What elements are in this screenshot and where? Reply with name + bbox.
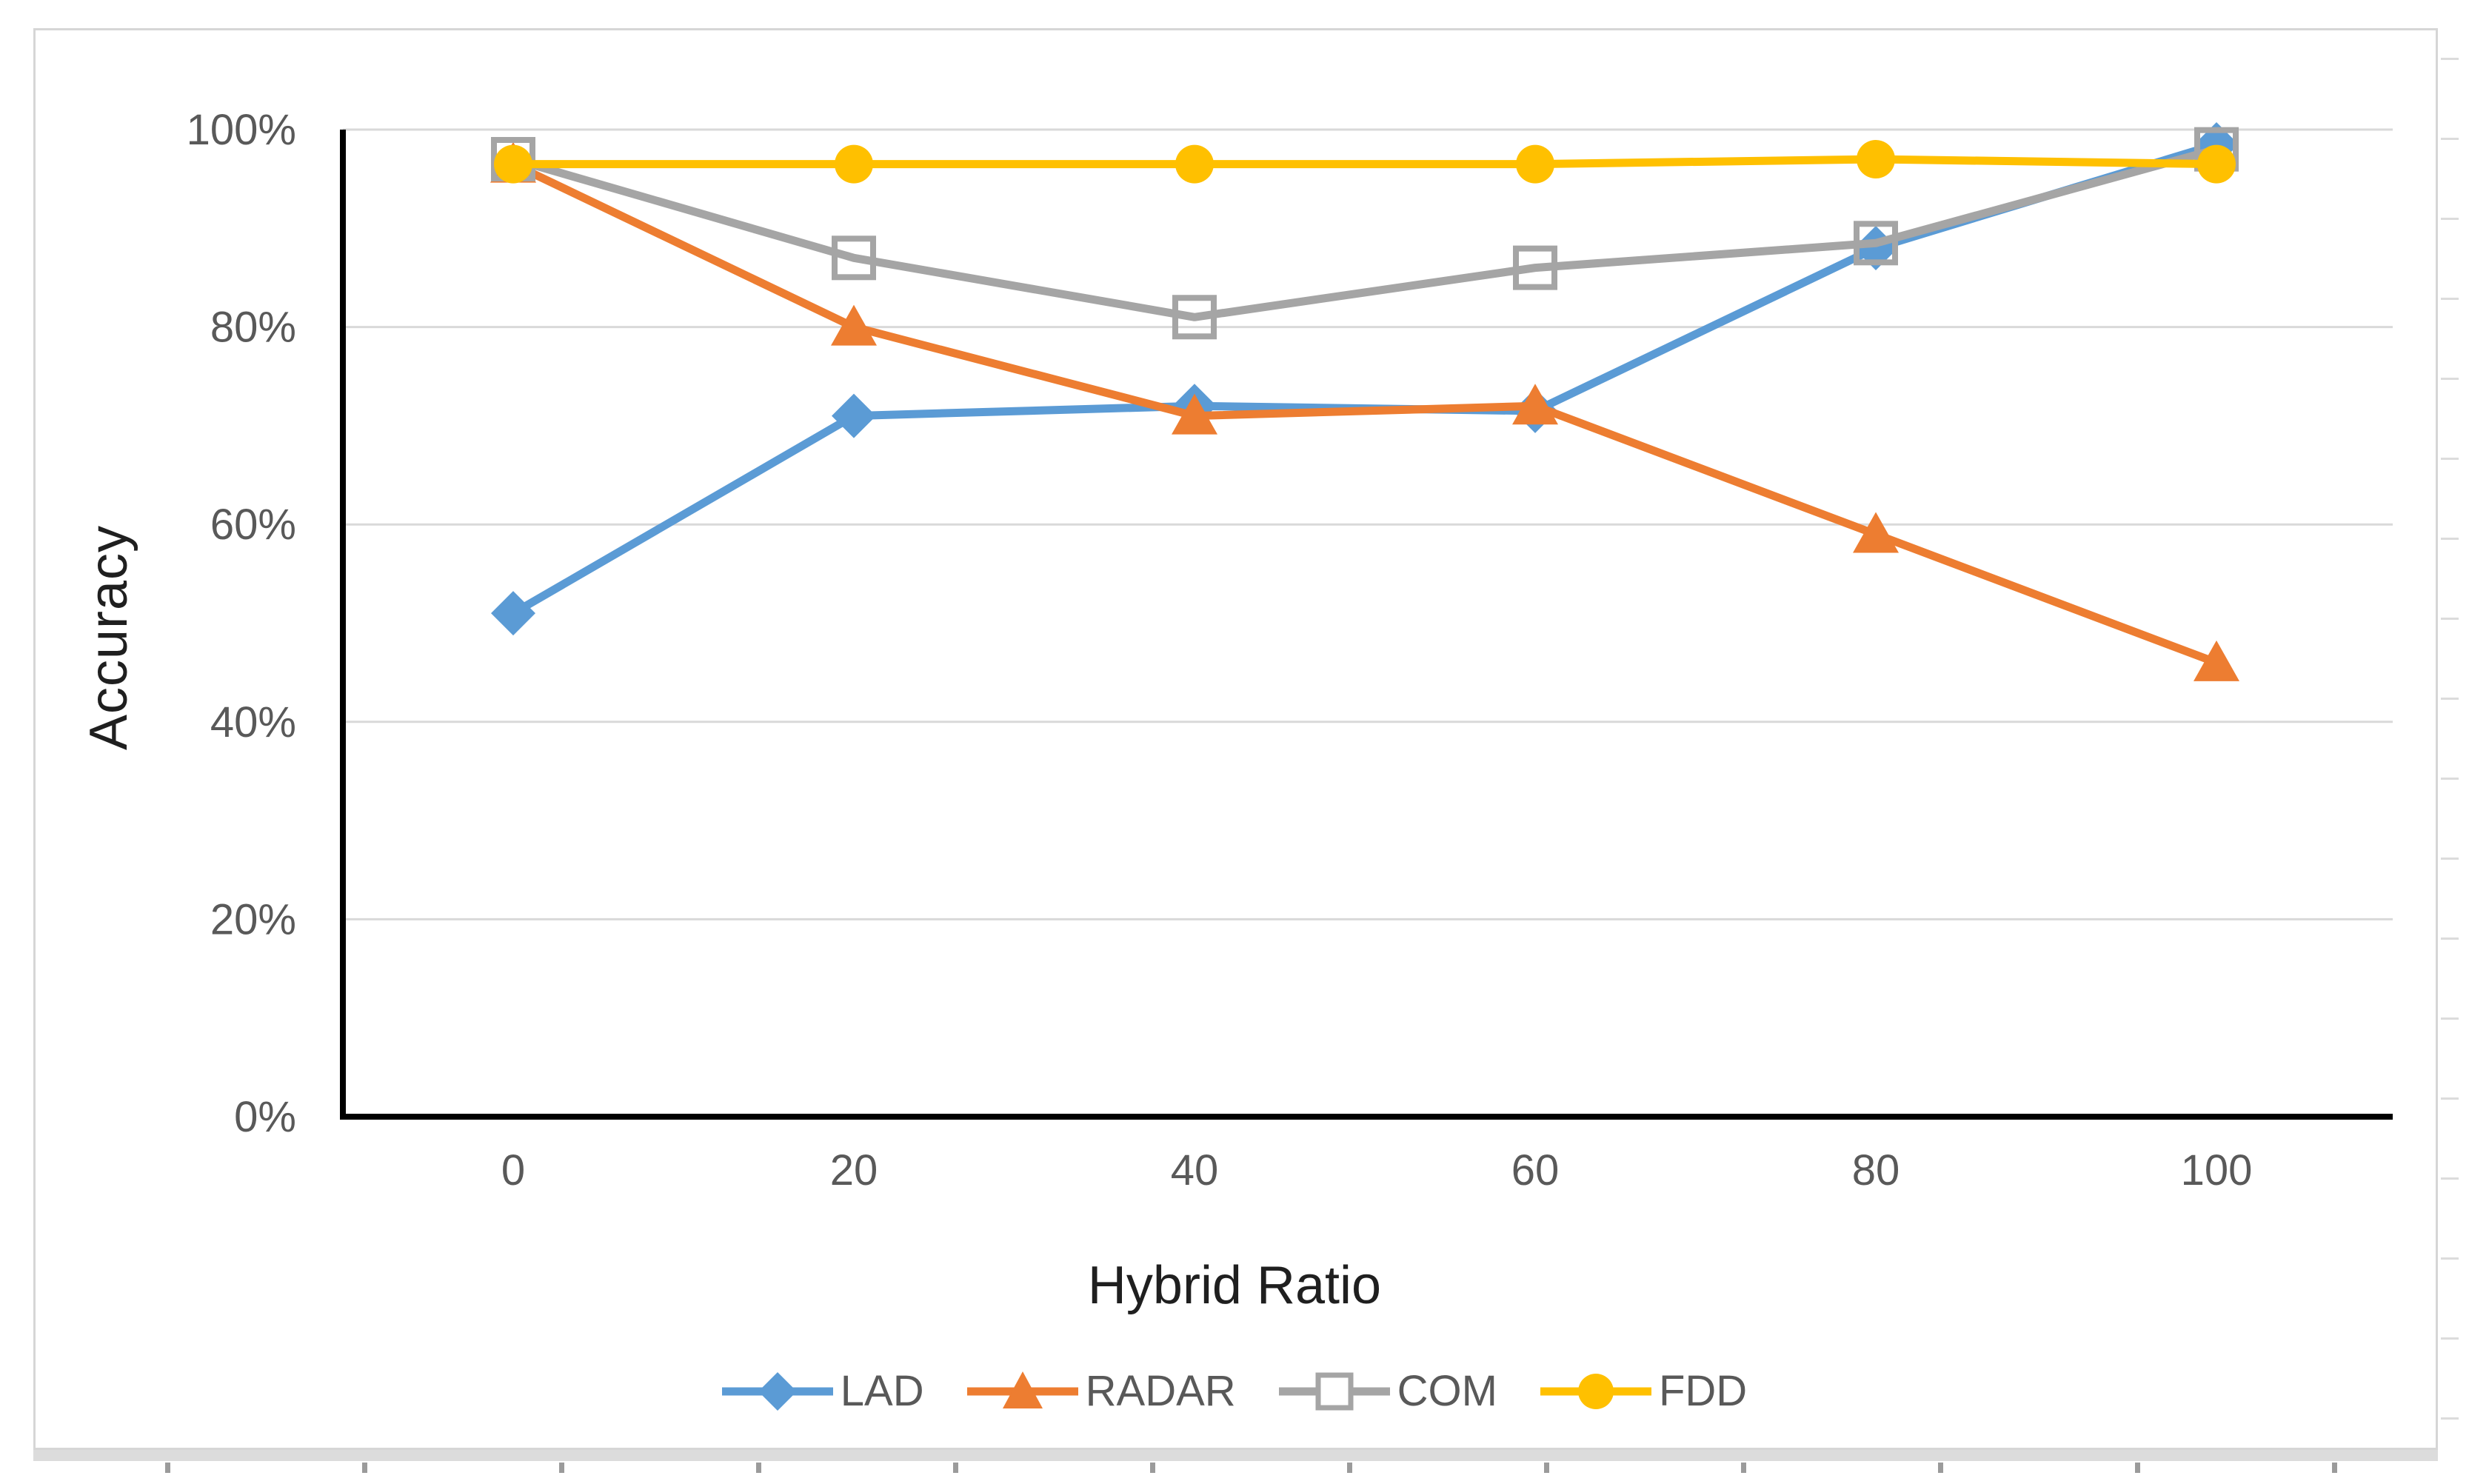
series-lad-marker-diamond — [491, 591, 535, 636]
worksheet-column-tick — [953, 1463, 958, 1473]
legend-swatch-circle-icon — [1540, 1373, 1651, 1409]
worksheet-column-tick — [1741, 1463, 1746, 1473]
series-line-com — [509, 145, 2221, 321]
legend-label-com: COM — [1397, 1367, 1497, 1415]
worksheet-row-line — [2441, 138, 2459, 140]
series-com-marker-square — [1172, 295, 1217, 340]
series-fdd-marker-circle — [2197, 144, 2236, 184]
series-radar-marker-triangle — [1512, 384, 1558, 425]
legend-label-radar: RADAR — [1085, 1367, 1236, 1415]
y-tick-label-100: 100% — [187, 106, 296, 154]
worksheet-row-line — [2441, 1097, 2459, 1100]
worksheet-column-tick — [1938, 1463, 1943, 1473]
worksheet-row-line — [2441, 1257, 2459, 1260]
legend-item-fdd: FDD — [1540, 1366, 1747, 1416]
series-line-fdd — [509, 155, 2221, 169]
worksheet-column-tick — [559, 1463, 564, 1473]
worksheet-column-tick — [2332, 1463, 2337, 1473]
worksheet-row-line — [2441, 218, 2459, 220]
worksheet-edge-strip — [33, 1450, 2438, 1461]
series-radar-marker-triangle — [2194, 640, 2239, 681]
worksheet-row-line — [2441, 618, 2459, 620]
series-fdd-marker-circle — [494, 144, 532, 184]
series-fdd-marker-circle — [1857, 139, 1895, 178]
series-line-lad — [509, 140, 2221, 618]
series-com-marker-square — [1854, 221, 1898, 266]
worksheet-column-tick — [1544, 1463, 1549, 1473]
legend-item-lad: LAD — [721, 1366, 924, 1416]
series-lad-marker-diamond — [832, 393, 876, 438]
worksheet-row-line — [2441, 1017, 2459, 1020]
y-tick-label-20: 20% — [210, 895, 296, 943]
series-fdd-marker-circle — [835, 144, 873, 184]
worksheet-column-tick — [362, 1463, 367, 1473]
legend-label-fdd: FDD — [1658, 1367, 1748, 1415]
legend-label-lad: LAD — [840, 1367, 924, 1415]
legend-item-com: COM — [1278, 1366, 1497, 1416]
worksheet-row-line — [2441, 1417, 2459, 1420]
worksheet-row-line — [2441, 858, 2459, 860]
worksheet-row-line — [2441, 1177, 2459, 1180]
worksheet-column-tick — [1150, 1463, 1155, 1473]
series-fdd-marker-circle — [1516, 144, 1554, 184]
x-tick-label-20: 20 — [830, 1146, 878, 1194]
worksheet-column-tick — [756, 1463, 761, 1473]
legend-swatch-triangle-icon — [966, 1371, 1078, 1408]
series-radar-marker-triangle — [1172, 393, 1217, 435]
y-tick-label-60: 60% — [210, 501, 296, 549]
worksheet-column-tick — [2135, 1463, 2140, 1473]
worksheet-row-line — [2441, 458, 2459, 460]
worksheet-row-line — [2441, 538, 2459, 540]
legend-item-radar: RADAR — [966, 1366, 1236, 1416]
series-radar-marker-triangle — [831, 304, 877, 346]
series-com-marker-square — [1513, 245, 1557, 290]
legend: LAD RADAR COM FDD — [0, 1366, 2469, 1416]
x-tick-label-80: 80 — [1852, 1146, 1900, 1194]
worksheet-row-line — [2441, 378, 2459, 380]
y-tick-label-40: 40% — [210, 698, 296, 746]
x-tick-label-100: 100 — [2181, 1146, 2253, 1194]
worksheet-column-tick — [1347, 1463, 1352, 1473]
series-line-radar — [509, 160, 2221, 667]
series-fdd-marker-circle — [1175, 144, 1214, 184]
y-tick-label-0: 0% — [234, 1093, 296, 1141]
worksheet-row-line — [2441, 58, 2459, 60]
worksheet-row-line — [2441, 1337, 2459, 1340]
worksheet-row-line — [2441, 937, 2459, 940]
legend-swatch-diamond-icon — [721, 1371, 833, 1411]
worksheet-row-line — [2441, 698, 2459, 700]
worksheet-row-line — [2441, 778, 2459, 780]
worksheet-row-line — [2441, 298, 2459, 300]
x-tick-label-40: 40 — [1171, 1146, 1219, 1194]
series-com-marker-square — [832, 235, 876, 281]
x-tick-label-60: 60 — [1511, 1146, 1560, 1194]
series-radar-marker-triangle — [1853, 512, 1899, 553]
worksheet-column-tick — [165, 1463, 170, 1473]
y-axis-title: Accuracy — [79, 524, 138, 751]
legend-swatch-square-open-icon — [1278, 1372, 1390, 1410]
x-axis-title: Hybrid Ratio — [1087, 1256, 1382, 1315]
y-tick-label-80: 80% — [210, 304, 296, 352]
x-tick-label-0: 0 — [501, 1146, 525, 1194]
